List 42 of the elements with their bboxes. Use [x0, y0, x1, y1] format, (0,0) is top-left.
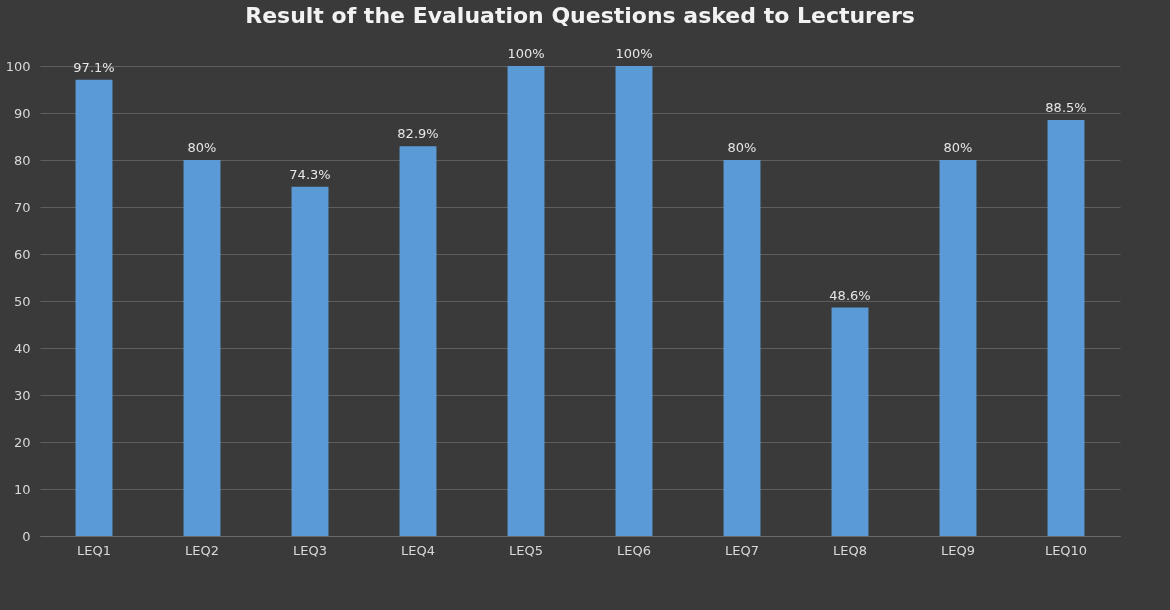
bar — [291, 186, 329, 536]
data-label: 88.5% — [1045, 100, 1087, 116]
x-tick-label: LEQ7 — [725, 542, 759, 558]
y-tick-label: 90 — [13, 105, 31, 121]
x-tick-label: LEQ2 — [185, 542, 219, 558]
y-tick-label: 0 — [22, 528, 31, 544]
y-tick-label: 100 — [5, 58, 31, 74]
y-tick-label: 70 — [13, 199, 31, 215]
data-label: 80% — [187, 140, 217, 155]
x-tick-label: LEQ5 — [509, 542, 543, 558]
y-tick-label: 30 — [13, 387, 31, 403]
data-label: 82.9% — [397, 126, 439, 142]
bar — [723, 160, 761, 536]
bar — [75, 79, 113, 536]
y-tick-label: 10 — [13, 481, 31, 497]
x-tick-label: LEQ9 — [941, 542, 975, 558]
bar — [615, 66, 653, 536]
y-tick-label: 80 — [13, 152, 31, 168]
y-tick-label: 20 — [13, 434, 31, 450]
bar — [831, 307, 869, 536]
x-tick-label: LEQ10 — [1044, 542, 1088, 558]
x-tick-label: LEQ1 — [77, 542, 111, 558]
x-tick-label: LEQ6 — [617, 542, 651, 558]
data-label: 100% — [615, 46, 653, 61]
data-label: 80% — [727, 140, 757, 155]
data-label: 74.3% — [289, 166, 331, 182]
data-label: 100% — [507, 46, 545, 61]
x-tick-label: LEQ4 — [401, 542, 435, 558]
data-label: 97.1% — [73, 59, 115, 75]
bar — [1047, 120, 1085, 536]
bar — [939, 160, 977, 536]
x-tick-label: LEQ8 — [833, 542, 867, 558]
y-tick-label: 50 — [13, 293, 31, 309]
chart-title: Result of the Evaluation Questions asked to Lecturers — [245, 3, 915, 28]
y-tick-label: 40 — [13, 340, 31, 356]
bar — [399, 146, 437, 536]
data-label: 48.6% — [829, 287, 871, 303]
data-label: 80% — [943, 140, 973, 155]
bar — [507, 66, 545, 536]
y-tick-label: 60 — [13, 246, 31, 262]
x-tick-label: LEQ3 — [293, 542, 327, 558]
bar — [183, 160, 221, 536]
